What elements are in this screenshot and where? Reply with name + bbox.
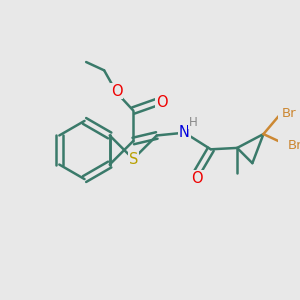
Text: O: O: [191, 171, 203, 186]
Text: Br: Br: [287, 140, 300, 152]
Text: O: O: [156, 95, 168, 110]
Text: O: O: [111, 84, 122, 99]
Text: Br: Br: [282, 107, 296, 120]
Text: N: N: [179, 125, 190, 140]
Text: H: H: [188, 116, 197, 129]
Text: S: S: [129, 152, 138, 166]
